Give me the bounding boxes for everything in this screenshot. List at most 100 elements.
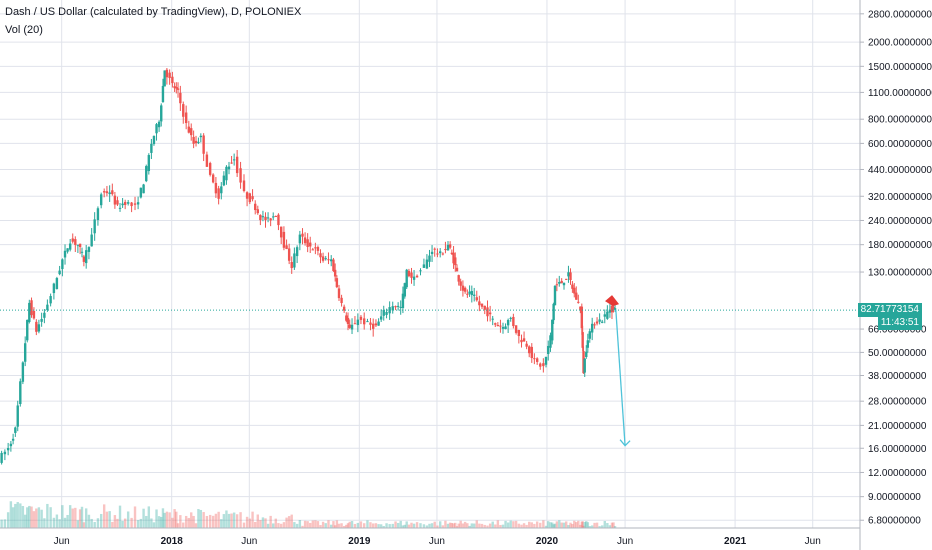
volume-bar (150, 518, 153, 528)
candle-body (422, 264, 426, 268)
candle-body (544, 356, 548, 365)
candle-body (549, 335, 552, 348)
volume-bar (108, 511, 111, 528)
candle-body (43, 312, 46, 318)
volume-bar (82, 522, 86, 528)
volume-bar (394, 521, 397, 528)
volume-bar (337, 523, 341, 528)
volume-bar (102, 504, 106, 528)
candle-body (359, 316, 363, 320)
volume-bar (309, 522, 312, 528)
volume-bar (105, 511, 109, 528)
volume-bar (197, 509, 200, 528)
volume-bar (306, 521, 309, 528)
volume-bar (58, 519, 61, 528)
volume-bar (506, 522, 510, 528)
candle-body (71, 238, 74, 242)
volume-bar (475, 520, 478, 528)
price-axis-background[interactable] (860, 0, 932, 550)
volume-bar (161, 508, 165, 528)
volume-bar (454, 522, 457, 528)
candle-body (514, 325, 518, 333)
volume-bar (259, 520, 262, 528)
candle-body (455, 267, 459, 272)
volume-bar (601, 525, 604, 528)
volume-bar (184, 515, 188, 528)
candle-body (580, 306, 584, 329)
candle-body (573, 287, 576, 294)
candle-body (232, 159, 236, 161)
candle-body (28, 302, 31, 322)
candle-body (0, 452, 3, 463)
volume-bar (530, 522, 533, 528)
volume-bar (441, 525, 445, 528)
candle-body (506, 319, 510, 326)
volume-bar (111, 521, 114, 528)
candle-body (58, 270, 61, 275)
volume-bar (512, 521, 515, 528)
volume-bar (175, 511, 178, 528)
volume-bar (569, 522, 572, 528)
volume-bar (266, 523, 270, 528)
candle-body (96, 208, 100, 220)
candle-body (410, 272, 413, 278)
volume-bar (113, 515, 117, 528)
candle-body (593, 324, 596, 326)
volume-bar (595, 522, 599, 528)
volume-bar (579, 524, 582, 528)
candle-body (388, 307, 391, 314)
volume-bar (581, 521, 584, 528)
candle-body (175, 87, 178, 89)
volume-bar (235, 514, 239, 528)
price-tick-label: 130.00000000 (868, 268, 932, 279)
volume-bar (603, 520, 606, 528)
volume-bar (87, 514, 91, 528)
volume-bar (147, 506, 151, 528)
volume-bar (171, 517, 174, 528)
symbol-title[interactable]: Dash / US Dollar (calculated by TradingV… (5, 6, 302, 18)
volume-bar (575, 522, 578, 528)
volume-bar (412, 523, 416, 528)
volume-bar (251, 511, 254, 528)
chart-axes[interactable]: 2800.00000000 2000.00000000 1500.00000000 1… (54, 9, 932, 547)
candle-body (130, 202, 133, 207)
volume-bar (382, 526, 385, 528)
candle-body (316, 247, 320, 251)
candle-body (337, 288, 341, 299)
volume-bar (264, 518, 267, 528)
volume-bar (35, 508, 38, 528)
price-tick-label: 50.00000000 (868, 348, 927, 359)
candle-body (220, 186, 223, 194)
volume-bar (116, 518, 119, 528)
volume-bar (37, 507, 41, 528)
volume-bar (30, 506, 33, 528)
candle-body (466, 293, 469, 295)
chart-grid (0, 0, 860, 528)
candle-body (575, 292, 578, 300)
volume-bar (176, 523, 180, 528)
candle-body (49, 296, 52, 304)
volume-indicator-label[interactable]: Vol (20) (5, 24, 43, 36)
volume-bar (96, 518, 100, 528)
candle-body (55, 278, 59, 289)
candle-body (348, 324, 351, 328)
candle-body (111, 190, 114, 195)
candle-body (504, 326, 507, 330)
volume-bar (520, 524, 523, 528)
volume-bar (446, 523, 450, 528)
volume-bar (470, 523, 474, 528)
flag-marker-icon (605, 295, 620, 307)
volume-bar (525, 524, 528, 528)
candle-body (399, 306, 402, 308)
volume-bar (488, 523, 492, 528)
candle-body (306, 239, 309, 247)
volume-bar (588, 526, 591, 528)
candle-body (551, 319, 554, 341)
candle-body (21, 362, 25, 382)
volume-bar (333, 525, 337, 528)
volume-bar (448, 522, 452, 528)
volume-bar (99, 513, 103, 528)
candle-body (274, 216, 277, 218)
volume-bar (401, 525, 405, 528)
